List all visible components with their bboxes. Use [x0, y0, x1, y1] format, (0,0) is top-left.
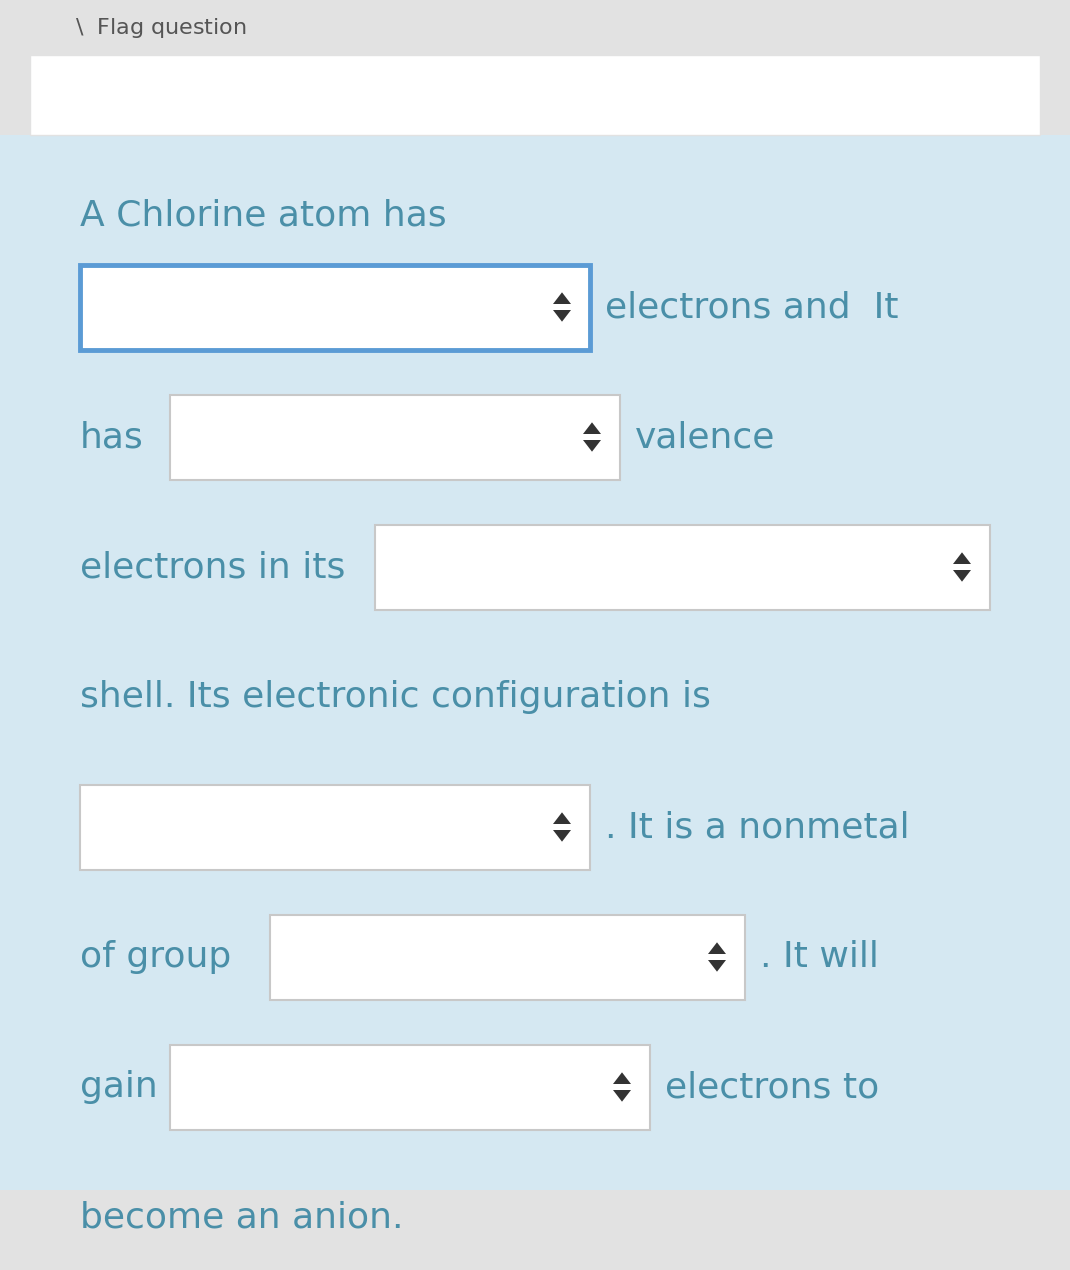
Text: gain: gain — [80, 1071, 157, 1104]
Text: . It will: . It will — [760, 940, 878, 974]
Text: A Chlorine atom has: A Chlorine atom has — [80, 198, 446, 232]
Polygon shape — [613, 1072, 631, 1085]
Bar — [170, 1045, 649, 1130]
Bar — [374, 525, 990, 610]
Bar — [80, 785, 590, 870]
Text: electrons in its: electrons in its — [80, 550, 346, 584]
Polygon shape — [953, 552, 970, 564]
Polygon shape — [553, 292, 571, 304]
Bar — [0, 1190, 1070, 1270]
Polygon shape — [553, 831, 571, 842]
Bar — [170, 395, 620, 480]
Bar — [0, 135, 1070, 1190]
Text: $\backslash$  Flag question: $\backslash$ Flag question — [75, 17, 247, 39]
Bar — [270, 914, 745, 999]
Bar — [0, 0, 1070, 55]
Polygon shape — [708, 942, 727, 954]
Polygon shape — [583, 439, 601, 452]
Text: shell. Its electronic configuration is: shell. Its electronic configuration is — [80, 679, 710, 714]
Polygon shape — [583, 423, 601, 434]
Polygon shape — [553, 813, 571, 824]
Text: electrons and  It: electrons and It — [605, 290, 899, 324]
Polygon shape — [553, 310, 571, 321]
Polygon shape — [708, 960, 727, 972]
Text: electrons to: electrons to — [664, 1071, 880, 1104]
Polygon shape — [613, 1090, 631, 1101]
Bar — [80, 265, 590, 351]
Polygon shape — [953, 570, 970, 582]
Text: of group: of group — [80, 940, 231, 974]
Text: valence: valence — [635, 420, 776, 453]
Bar — [30, 55, 1040, 135]
Text: . It is a nonmetal: . It is a nonmetal — [605, 810, 910, 845]
Text: has: has — [80, 420, 143, 453]
Text: become an anion.: become an anion. — [80, 1200, 403, 1234]
